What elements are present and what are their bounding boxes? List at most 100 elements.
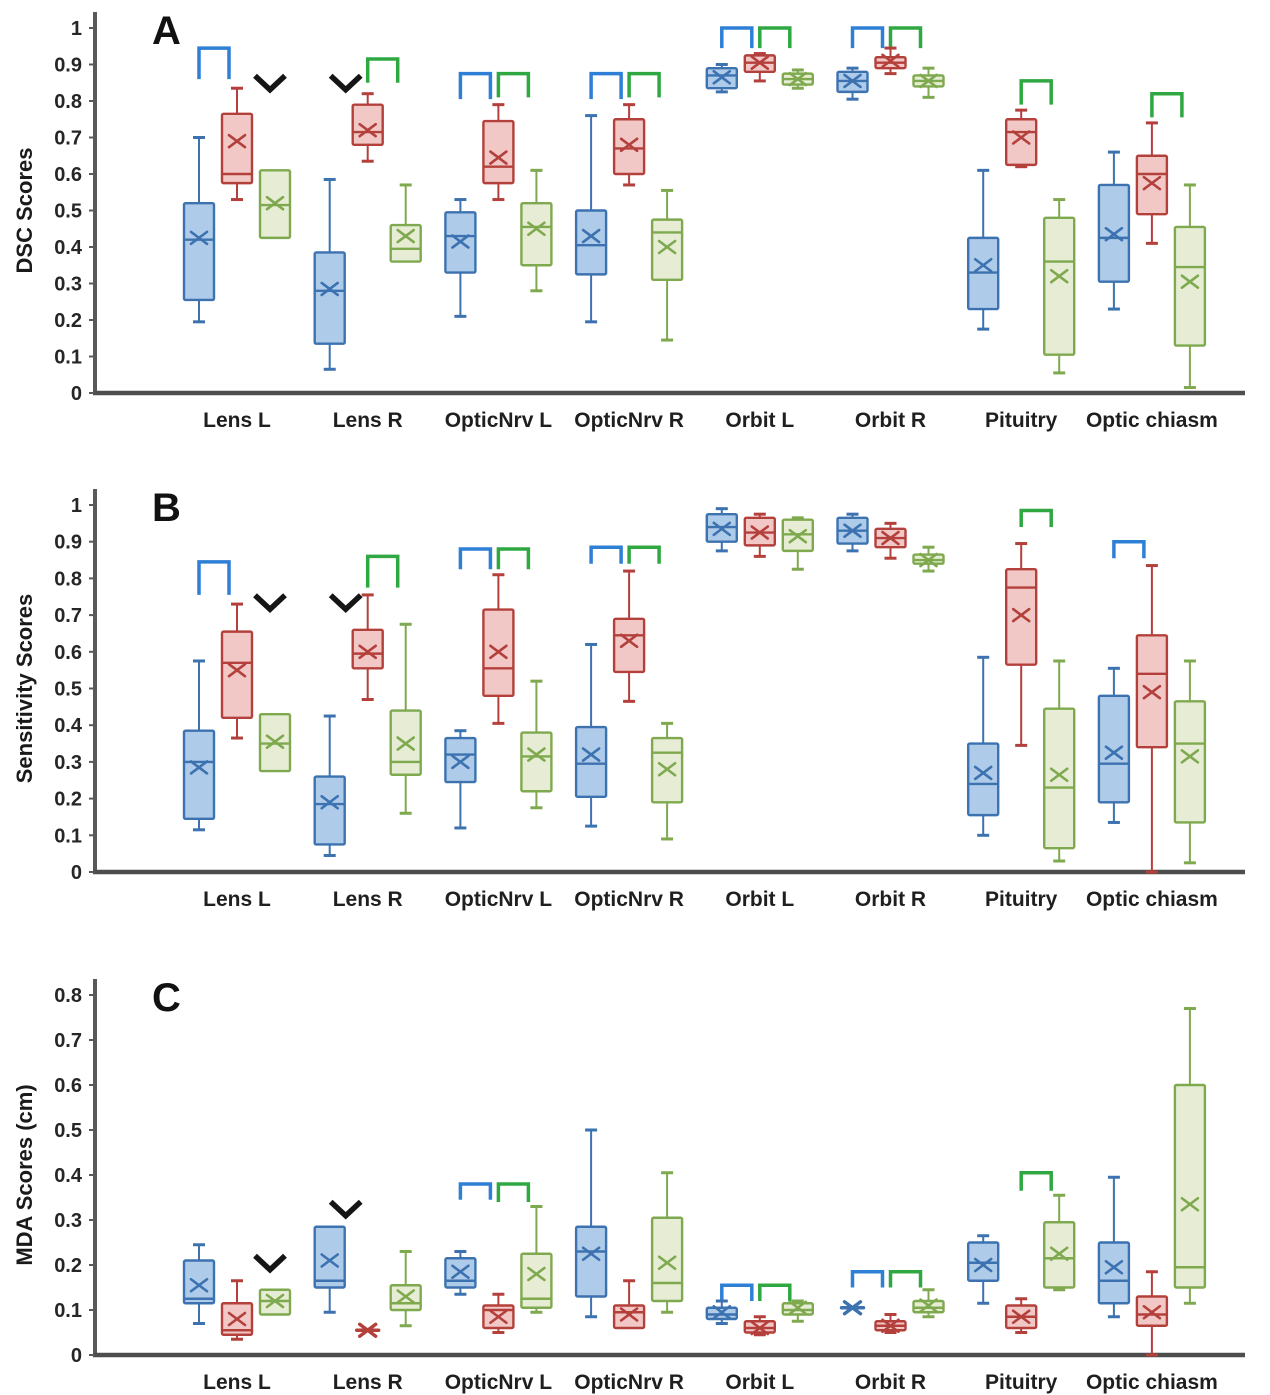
box-a-optic-chiasm-red [1135,121,1169,245]
box-c-opticnrv-r-green [650,1171,684,1314]
y-tick-labels: 0 0.1 0.2 0.3 0.4 0.5 0.6 0.7 0.8 [54,985,95,1367]
significance-bracket-green [1019,508,1053,528]
category-label: Optic chiasm [1086,888,1218,911]
category-label: Lens R [333,409,403,432]
y-tick-label: 1 [71,495,82,517]
box-a-opticnrv-l-blue [444,198,477,318]
box-a-pituitry-red [1005,108,1038,169]
box-b-orbit-l-blue [705,507,738,553]
significance-bracket-green [365,57,400,83]
y-tick-label: 0.7 [54,605,82,627]
significance-check-icon [253,73,287,94]
y-tick-label: 0.9 [54,55,82,77]
category-label: Lens R [333,888,403,911]
box-b-optic-chiasm-blue [1097,666,1131,824]
significance-bracket-green [627,71,661,98]
y-tick-label: 0.6 [54,1075,82,1097]
y-tick-label: 0 [71,862,82,884]
category-label: OpticNrv L [445,888,553,911]
x-category-labels: Lens L Lens R OpticNrv L OpticNrv R Orbit L O… [203,888,1218,911]
box-a-orbit-l-blue [705,63,738,94]
box-c-opticnrv-l-red [482,1292,515,1334]
box-b-pituitry-green [1042,659,1076,863]
category-label: Lens L [203,409,271,432]
y-tick-label: 0.7 [54,1030,82,1052]
y-tick-label: 0.3 [54,274,82,296]
box-c-optic-chiasm-blue [1097,1175,1131,1319]
significance-bracket-blue [458,547,493,570]
significance-bracket-blue [458,1182,493,1200]
category-label: OpticNrv R [574,1371,684,1394]
significance-bracket-blue [850,1270,885,1288]
box-b-orbit-l-green [781,516,814,571]
box-a-opticnrv-l-green [520,168,553,293]
panel-letter: C [152,976,181,1020]
box-c-lens-l-green [258,1288,292,1316]
box-a-orbit-r-green [912,66,945,99]
box-a-pituitry-blue [967,168,1000,331]
category-label: OpticNrv L [445,1371,553,1394]
y-tick-label: 0.1 [54,347,82,369]
y-tick-label: 0 [71,383,82,405]
significance-bracket-green [1019,1171,1053,1191]
y-tick-label: 0.4 [54,1165,83,1187]
y-tick-label: 0.1 [54,825,82,847]
panel-c-chart: 0 0.1 0.2 0.3 0.4 0.5 0.6 0.7 0.8 MDA Scores (cm)… [12,976,1245,1394]
y-tick-label: 0.3 [54,752,82,774]
y-tick-label: 0 [71,1345,82,1367]
y-tick-label: 0.5 [54,679,82,701]
category-label: Pituitry [985,409,1058,432]
box-c-orbit-r-red [874,1313,907,1334]
box-a-lens-l-blue [182,136,216,324]
significance-bracket-green [365,554,400,588]
category-label: Orbit L [725,888,794,911]
significance-bracket-green [1150,91,1184,118]
y-tick-label: 0.2 [54,310,82,332]
box-a-orbit-l-red [743,52,776,83]
significance-annotations [253,1171,1053,1301]
y-tick-label: 1 [71,18,82,40]
box-c-pituitry-blue [967,1234,1000,1305]
box-c-orbit-l-blue [705,1299,738,1325]
category-label: OpticNrv R [574,409,684,432]
y-tick-label: 0.2 [54,789,82,811]
box-c-lens-r-blue [313,1225,346,1314]
y-tick-label: 0.8 [54,568,82,590]
category-label: Orbit R [855,409,926,432]
box-b-opticnrv-l-red [482,573,515,725]
category-label: OpticNrv R [574,888,684,911]
box-a-opticnrv-r-blue [574,114,608,324]
box-b-opticnrv-l-blue [444,729,477,830]
box-a-orbit-r-red [874,46,907,76]
significance-bracket-green [888,26,923,49]
y-tick-label: 0.9 [54,532,82,554]
category-label: Orbit R [855,1371,926,1394]
significance-annotations [197,508,1146,614]
box-c-opticnrv-r-red [612,1279,646,1330]
box-b-opticnrv-r-blue [574,642,608,828]
significance-check-icon [253,593,287,614]
axes [93,489,1245,875]
significance-annotations [197,26,1184,118]
box-a-lens-l-red [220,86,254,202]
box-a-optic-chiasm-blue [1097,150,1131,311]
y-tick-label: 0.5 [54,201,82,223]
box-c-optic-chiasm-green [1173,1007,1207,1305]
panel-b-chart: 0 0.1 0.2 0.3 0.4 0.5 0.6 0.7 0.8 0.9 1 Sensitivity… [12,486,1245,911]
category-label: Optic chiasm [1086,1371,1218,1394]
y-tick-label: 0.3 [54,1210,82,1232]
box-c-lens-l-red [220,1279,254,1341]
box-b-optic-chiasm-red [1135,564,1169,874]
category-label: Orbit L [725,1371,794,1394]
y-tick-label: 0.6 [54,642,82,664]
x-category-labels: Lens L Lens R OpticNrv L OpticNrv R Orbit L O… [203,409,1218,432]
box-b-lens-l-red [220,602,254,740]
significance-bracket-green [1019,79,1053,105]
box-a-opticnrv-r-green [650,188,684,342]
category-label: Orbit L [725,409,794,432]
y-tick-labels: 0 0.1 0.2 0.3 0.4 0.5 0.6 0.7 0.8 0.9 1 [54,495,95,884]
box-b-pituitry-blue [967,655,1000,837]
significance-bracket-blue [589,71,623,100]
y-tick-label: 0.4 [54,715,83,737]
y-tick-label: 0.2 [54,1255,82,1277]
